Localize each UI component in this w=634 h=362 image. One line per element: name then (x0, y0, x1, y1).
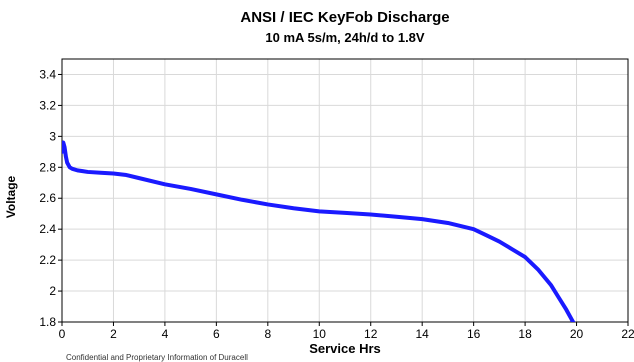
chart-subtitle: 10 mA 5s/m, 24h/d to 1.8V (265, 30, 425, 45)
x-tick-label: 8 (264, 327, 271, 341)
y-tick-label: 2.2 (39, 253, 56, 267)
footer-confidential-text: Confidential and Proprietary Information… (66, 353, 248, 362)
y-tick-label: 2.4 (39, 222, 56, 236)
chart-title: ANSI / IEC KeyFob Discharge (240, 9, 450, 26)
x-axis-label: Service Hrs (309, 341, 381, 356)
series-group (62, 140, 576, 322)
x-tick-label: 2 (110, 327, 117, 341)
x-tick-label: 0 (59, 327, 66, 341)
x-tick-label: 12 (364, 327, 378, 341)
tick-labels: 0 2 4 6 8 10 12 14 16 18 20 22 1.8 2 2.2 2.4 2.6 2.8 3 3.2 3… (39, 67, 634, 341)
x-tick-label: 22 (621, 327, 634, 341)
x-tick-label: 10 (313, 327, 327, 341)
discharge-series-line (62, 140, 576, 322)
y-tick-label: 2.8 (39, 160, 56, 174)
grid-lines (62, 59, 628, 322)
y-tick-label: 3.2 (39, 98, 56, 112)
y-tick-label: 2 (49, 284, 56, 298)
x-tick-label: 4 (162, 327, 169, 341)
y-tick-label: 3.4 (39, 67, 56, 81)
x-tick-label: 16 (467, 327, 481, 341)
y-tick-label: 1.8 (39, 315, 56, 329)
x-tick-label: 14 (416, 327, 430, 341)
x-tick-label: 6 (213, 327, 220, 341)
x-tick-label: 20 (570, 327, 584, 341)
plot-frame (61, 58, 629, 323)
y-tick-label: 2.6 (39, 191, 56, 205)
y-tick-label: 3 (49, 129, 56, 143)
x-tick-label: 18 (518, 327, 532, 341)
